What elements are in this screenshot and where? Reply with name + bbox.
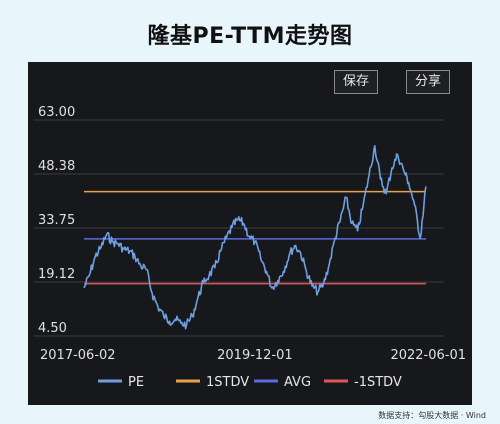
- y-tick-label: 48.38: [38, 159, 75, 174]
- data-source-note: 数据支持：勾股大数据 · Wind: [378, 411, 486, 420]
- legend-label: AVG: [284, 375, 311, 390]
- grid-lines: [34, 119, 444, 337]
- x-axis-ticks: 2017-06-02 2019-12-01 2022-06-01: [40, 348, 466, 363]
- x-tick-label: 2019-12-01: [217, 348, 293, 363]
- pe-line: [83, 145, 427, 330]
- y-tick-label: 33.75: [38, 213, 75, 228]
- legend-item: -1STDV: [324, 375, 402, 390]
- x-tick-label: 2022-06-01: [390, 348, 466, 363]
- y-axis-ticks: 63.00 48.38 33.75 19.12 4.50: [38, 105, 75, 336]
- legend: PE 1STDV AVG -1STDV: [98, 375, 402, 390]
- chart-title: 隆基PE-TTM走势图: [147, 24, 353, 49]
- x-tick-label: 2017-06-02: [40, 348, 116, 363]
- legend-label: -1STDV: [354, 375, 402, 390]
- legend-item: AVG: [254, 375, 311, 390]
- y-tick-label: 4.50: [38, 321, 67, 336]
- pe-series: [83, 145, 427, 330]
- legend-item: 1STDV: [176, 375, 249, 390]
- share-button[interactable]: 分享: [406, 70, 451, 94]
- reference-lines: [84, 190, 426, 285]
- save-button[interactable]: 保存: [334, 70, 379, 94]
- legend-label: PE: [128, 375, 144, 390]
- legend-item: PE: [98, 375, 144, 390]
- y-tick-label: 19.12: [38, 267, 75, 282]
- pe-chart: 63.00 48.38 33.75 19.12 4.50 2017-06-02 2019-…: [34, 105, 466, 390]
- chart-panel: 保存 分享 63.00 48.38 33.75 19.12 4.50 2017-06-0…: [28, 62, 472, 405]
- y-tick-label: 63.00: [38, 105, 75, 120]
- legend-label: 1STDV: [206, 375, 249, 390]
